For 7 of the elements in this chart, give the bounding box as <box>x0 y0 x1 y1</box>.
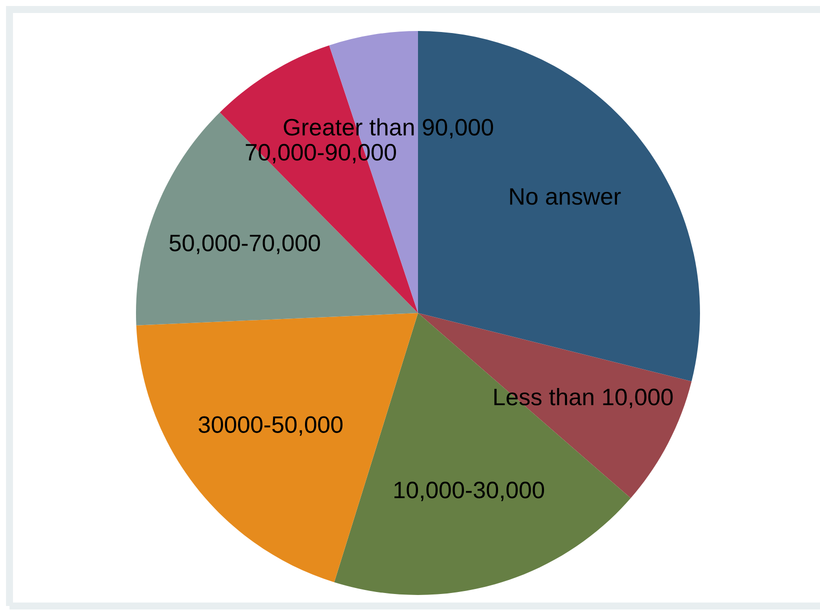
slice-label: 10,000-30,000 <box>394 482 544 502</box>
pie-slice <box>418 31 700 382</box>
slice-label: 30000-50,000 <box>198 416 343 436</box>
slice-label: Less than 10,000 <box>494 388 673 408</box>
slice-label: 50,000-70,000 <box>170 234 320 254</box>
pie-slice <box>136 112 418 326</box>
slice-label: No answer <box>510 188 621 205</box>
